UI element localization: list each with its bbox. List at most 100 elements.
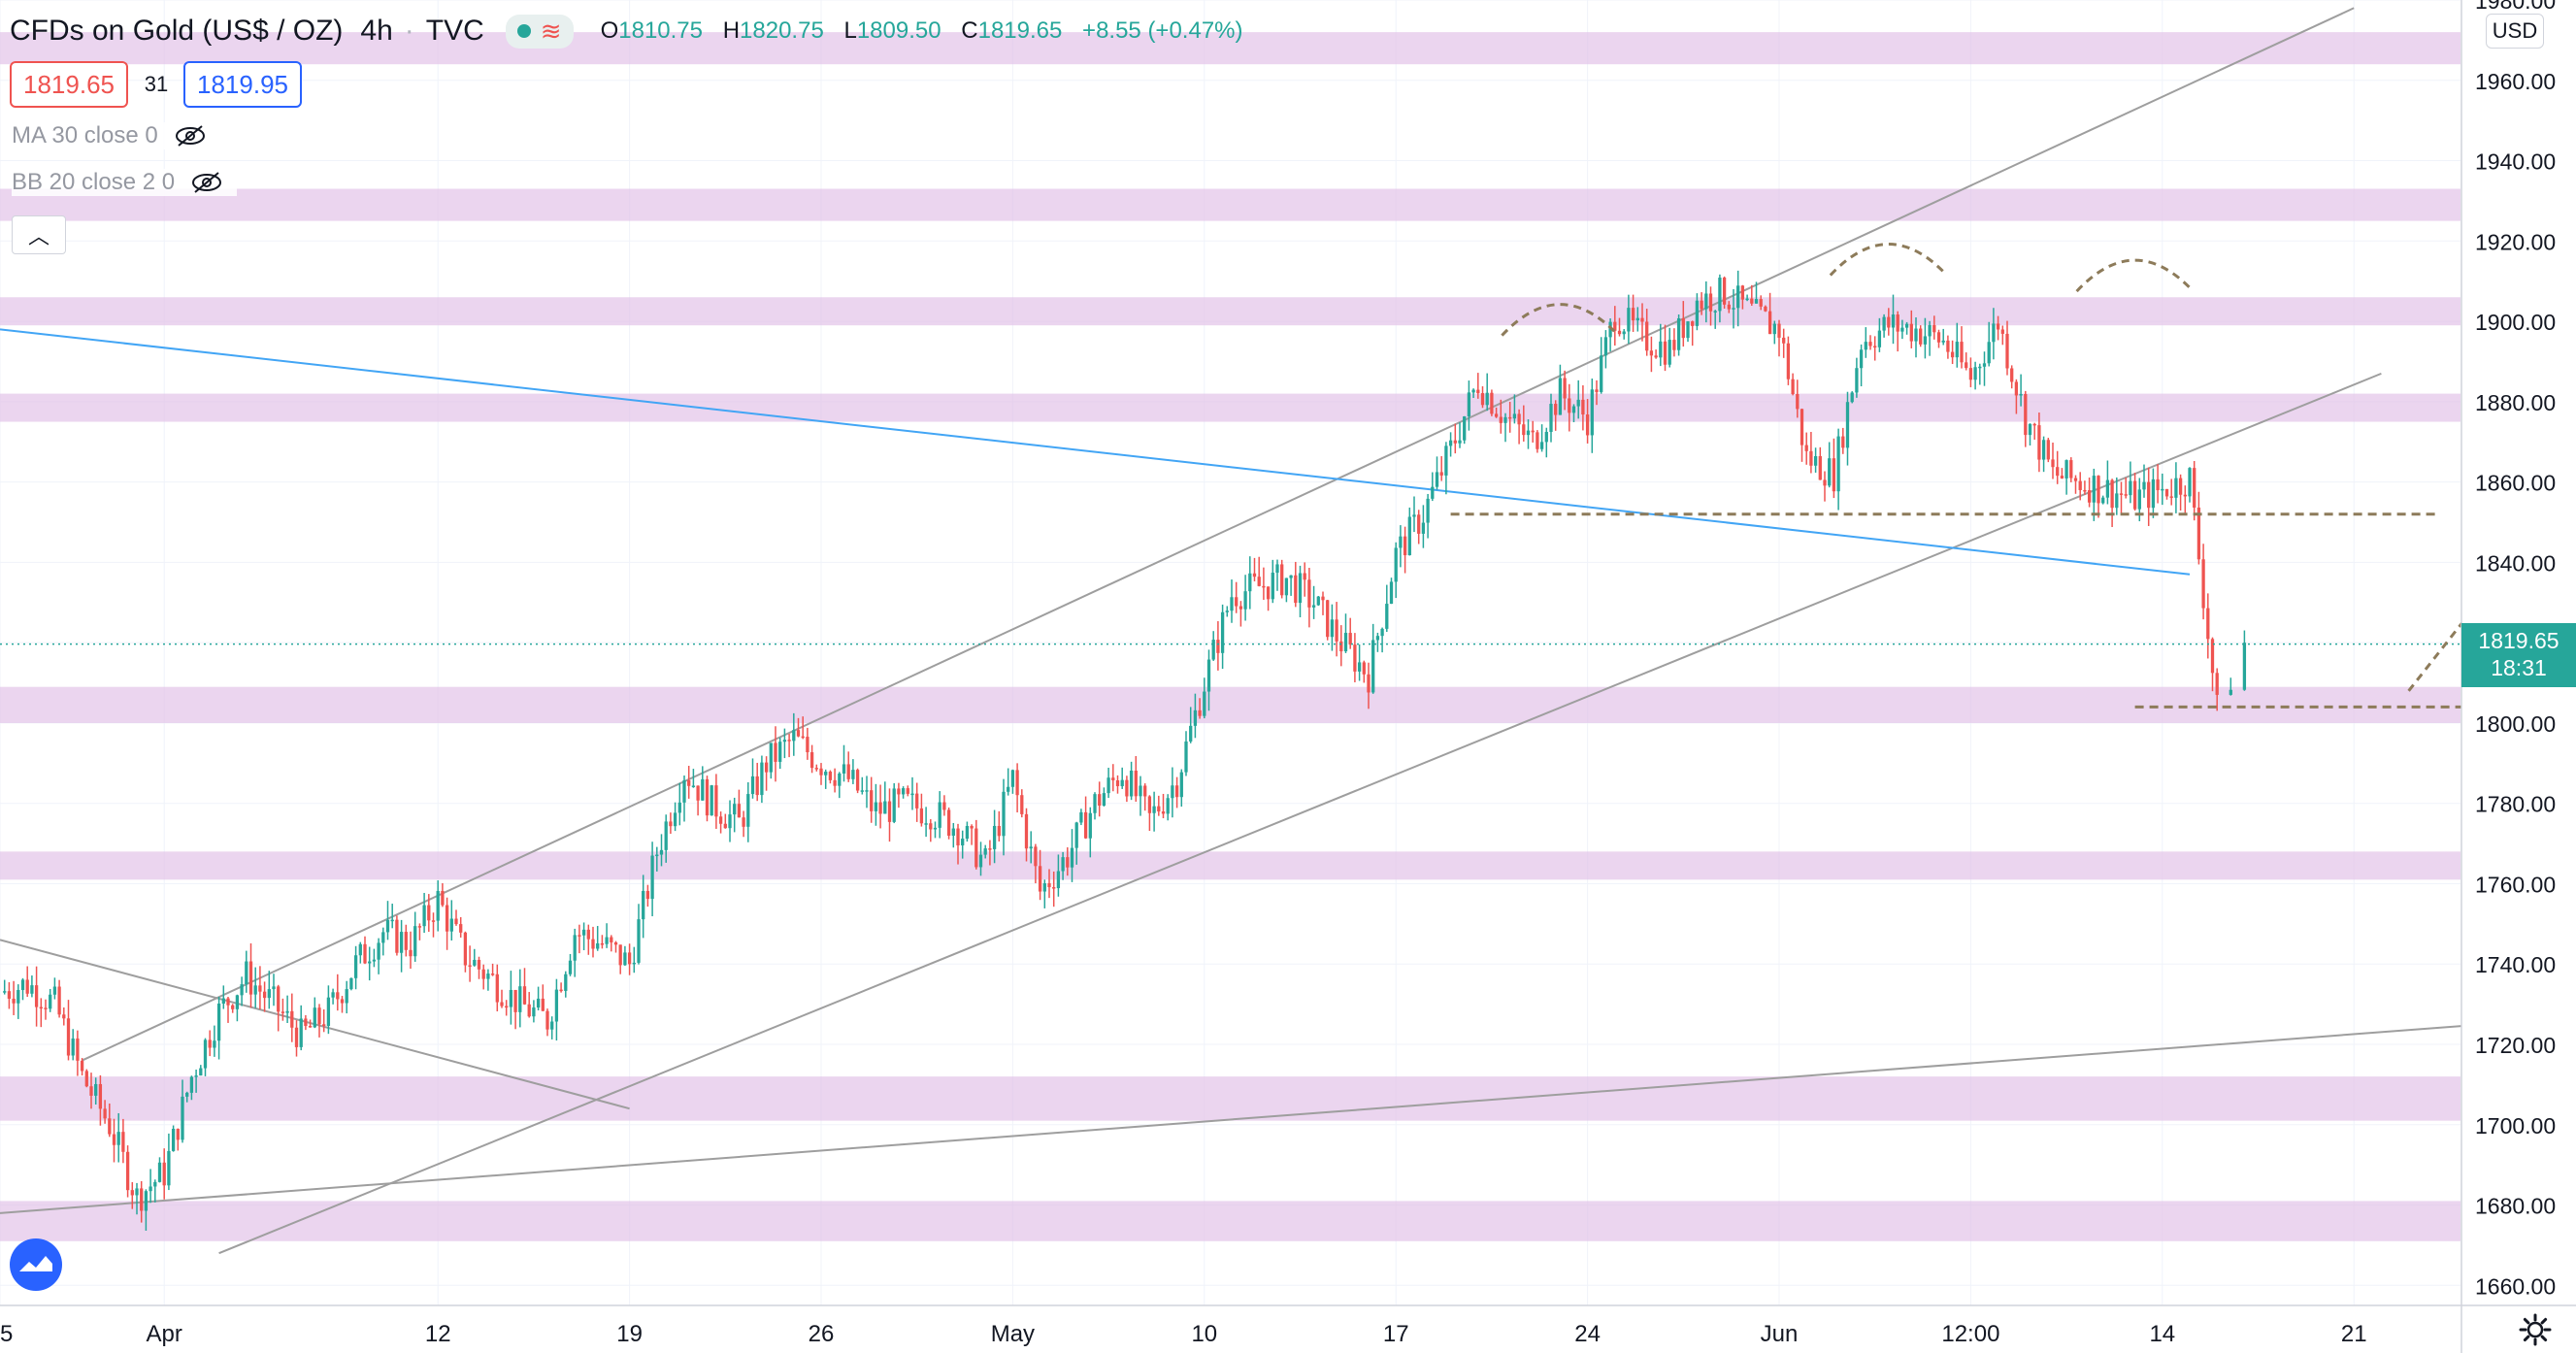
- candle-body: [1978, 366, 1982, 369]
- currency-label[interactable]: USD: [2486, 14, 2544, 49]
- candle-body: [1672, 340, 1676, 350]
- candle-body: [2119, 493, 2124, 495]
- candle-body: [322, 1024, 326, 1026]
- sell-button[interactable]: 1819.65: [10, 61, 128, 108]
- candle-body: [1171, 785, 1174, 799]
- candle-body: [1024, 813, 1029, 849]
- candle-body: [924, 823, 928, 825]
- candle-body: [518, 986, 522, 1012]
- candle-body: [66, 1018, 71, 1056]
- candle-body: [395, 919, 399, 953]
- candle-body: [17, 990, 20, 1004]
- channel-lower-line: [218, 372, 2382, 1255]
- indicator-bb[interactable]: BB 20 close 2 0: [12, 169, 238, 196]
- candle-body: [819, 768, 823, 776]
- candle-body: [2024, 393, 2028, 436]
- gear-icon[interactable]: [2518, 1312, 2553, 1347]
- interval-label[interactable]: 4h: [360, 15, 393, 47]
- candle-body: [1339, 641, 1343, 652]
- candle-body: [1818, 455, 1822, 480]
- candle-body: [1600, 355, 1603, 392]
- candle-body: [1704, 293, 1708, 310]
- candle-body: [135, 1188, 139, 1196]
- candle-body: [1431, 486, 1435, 499]
- candle-body: [760, 762, 764, 796]
- candle-body: [600, 942, 605, 945]
- candle-body: [108, 1118, 112, 1135]
- candle-body: [1225, 610, 1229, 612]
- candle-body: [1536, 432, 1539, 449]
- candle-body: [1421, 522, 1426, 534]
- candle-body: [57, 986, 61, 1015]
- candle-body: [746, 794, 750, 827]
- candle-body: [1681, 318, 1685, 339]
- candle-body: [2183, 494, 2187, 497]
- candle-body: [1471, 389, 1475, 393]
- candle-body: [449, 918, 453, 932]
- candle-body: [1649, 350, 1654, 356]
- candle-body: [728, 814, 732, 829]
- candle-body: [245, 961, 248, 985]
- open-value: 1810.75: [618, 17, 704, 44]
- candle-body: [2028, 423, 2032, 436]
- candle-body: [2169, 496, 2173, 498]
- candle-body: [1841, 436, 1845, 448]
- candle-body: [1015, 770, 1019, 796]
- candle-body: [509, 989, 513, 1007]
- y-tick-label: 1720.00: [2475, 1033, 2556, 1058]
- candle-body: [723, 823, 727, 829]
- candle-body: [1316, 596, 1320, 606]
- candle-body: [368, 961, 372, 964]
- candle-body: [2046, 440, 2050, 460]
- candle-body: [1042, 883, 1046, 892]
- collapse-legend-button[interactable]: ︿: [12, 215, 66, 254]
- indicator-ma[interactable]: MA 30 close 0: [12, 122, 220, 149]
- open-label: O: [600, 17, 619, 44]
- candle-body: [1919, 328, 1923, 345]
- candle-body: [1864, 342, 1867, 350]
- candle-body: [1627, 308, 1631, 332]
- candle-body: [1271, 573, 1274, 600]
- hidden-eye-icon[interactable]: [190, 171, 223, 194]
- candle-body: [1070, 847, 1074, 868]
- candle-body: [2101, 497, 2105, 504]
- candle-body: [1941, 340, 1945, 343]
- y-tick-label: 1960.00: [2475, 69, 2556, 94]
- candle-body: [2073, 478, 2078, 481]
- candle-body: [1700, 300, 1703, 310]
- candle-body: [34, 985, 39, 1007]
- candle-body: [2174, 478, 2178, 498]
- candle-body: [659, 849, 664, 855]
- sr-zone: [0, 32, 2460, 65]
- candle-body: [755, 776, 759, 796]
- candle-body: [1581, 399, 1585, 415]
- candle-body: [564, 974, 568, 991]
- buy-button[interactable]: 1819.95: [183, 61, 302, 108]
- candle-body: [52, 986, 57, 995]
- y-tick-label: 1920.00: [2475, 229, 2556, 254]
- symbol-title[interactable]: CFDs on Gold (US$ / OZ): [10, 15, 344, 47]
- sr-zone: [0, 1076, 2460, 1121]
- candle-body: [1139, 785, 1142, 797]
- candle-body: [1909, 323, 1913, 342]
- candle-body: [2060, 476, 2064, 478]
- candle-body: [650, 855, 654, 900]
- market-status-pill[interactable]: ≋: [505, 14, 574, 49]
- candle-body: [1243, 591, 1247, 610]
- candle-body: [189, 1076, 194, 1093]
- candle-body: [906, 788, 909, 794]
- candle-body: [1248, 573, 1252, 592]
- candle-body: [1796, 393, 1800, 410]
- candle-body: [578, 935, 581, 937]
- y-tick-label: 1660.00: [2475, 1273, 2556, 1299]
- candle-body: [381, 932, 385, 943]
- separator-dot: ·: [404, 15, 414, 47]
- candle-body: [2210, 639, 2215, 674]
- time-axis-bg: [0, 1305, 2576, 1353]
- candle-body: [1777, 323, 1781, 338]
- hidden-eye-icon[interactable]: [174, 124, 207, 148]
- candle-body: [112, 1134, 116, 1145]
- tradingview-logo-icon[interactable]: [10, 1238, 62, 1291]
- candle-body: [1280, 564, 1284, 596]
